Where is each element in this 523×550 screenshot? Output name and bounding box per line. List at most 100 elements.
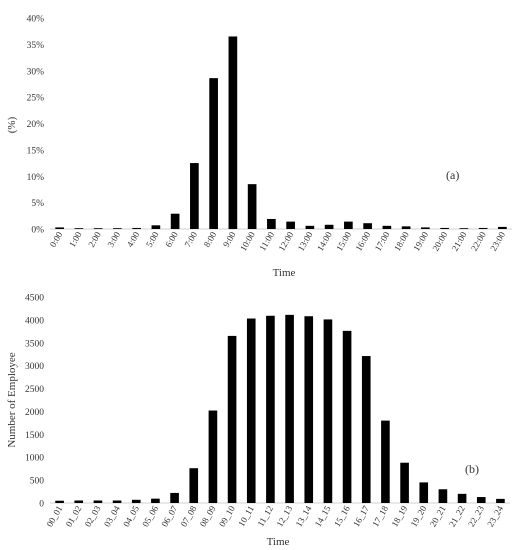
panel-a-bar bbox=[228, 36, 238, 230]
panel-a-x-tick-label: 8:00 bbox=[202, 230, 219, 249]
panel-a-x-tick-label: 3:00 bbox=[105, 230, 122, 249]
panel-a-bar bbox=[305, 225, 315, 229]
panel-b-bar bbox=[266, 315, 275, 503]
panel-a-label: (a) bbox=[446, 168, 459, 182]
panel-b-x-tick-label: 04_05 bbox=[121, 504, 141, 529]
panel-a-x-tick-label: 15:00 bbox=[334, 230, 353, 253]
panel-b-bar bbox=[476, 497, 486, 503]
panel-a-y-tick-label: 25% bbox=[27, 94, 45, 104]
panel-a-bar bbox=[170, 213, 180, 229]
panel-b-y-tick-label: 4500 bbox=[25, 294, 44, 304]
panel-a-y-tick-label: 30% bbox=[27, 67, 45, 77]
panel-b-bar bbox=[496, 498, 505, 503]
panel-b-bar bbox=[304, 316, 314, 503]
panel-b-bar bbox=[381, 420, 390, 503]
panel-b-x-tick-label: 23_24 bbox=[485, 504, 505, 529]
panel-b-x-tick-label: 13_14 bbox=[294, 504, 314, 529]
panel-a-bar bbox=[382, 225, 392, 229]
panel-b-bar bbox=[457, 493, 467, 503]
panel-a-bar bbox=[74, 228, 84, 229]
panel-a-bar bbox=[440, 227, 449, 229]
panel-b-bar bbox=[93, 500, 103, 503]
panel-b-y-tick-label: 1000 bbox=[25, 454, 44, 464]
panel-b-bar bbox=[131, 499, 141, 503]
panel-b-x-tick-label: 05_06 bbox=[140, 504, 160, 529]
panel-b-bar bbox=[189, 468, 199, 503]
panel-a-x-tick-label: 6:00 bbox=[163, 230, 180, 249]
panel-a-x-tick-label: 5:00 bbox=[144, 230, 161, 249]
panel-b-x-tick-label: 09_10 bbox=[217, 504, 237, 529]
panel-b-x-tick-label: 20_21 bbox=[428, 504, 448, 528]
panel-b-bar bbox=[170, 492, 179, 503]
panel-b-x-tick-label: 19_20 bbox=[409, 504, 429, 529]
panel-a-bar bbox=[209, 78, 218, 229]
panel-a-bar bbox=[190, 163, 199, 229]
panel-a-bar bbox=[459, 228, 469, 229]
panel-b-y-tick-label: 0 bbox=[39, 500, 44, 510]
panel-a-x-tick-label: 13:00 bbox=[296, 230, 315, 253]
panel-b-bar bbox=[285, 314, 294, 503]
panel-a-x-tick-label: 7:00 bbox=[182, 230, 199, 249]
panel-b-bar bbox=[323, 319, 333, 503]
panel-b-x-tick-label: 12_13 bbox=[274, 504, 294, 529]
panel-a-x-tick-label: 20:00 bbox=[430, 230, 449, 253]
panel-a-plot: 0% 5% 10% 15% 20% 25% 30% 35% 40% 0:00 1:00 2:00 3:0… bbox=[27, 15, 512, 253]
panel-b-ylabel: Number of Employee bbox=[6, 352, 18, 447]
panel-a-ylabel: (%) bbox=[6, 116, 18, 133]
panel-a-xlabel: Time bbox=[273, 267, 296, 279]
panel-a-x-tick-label: 19:00 bbox=[411, 230, 430, 253]
panel-b-plot: 0 500 1000 1500 2000 2500 3000 3500 4000 4500 00_0… bbox=[25, 294, 510, 529]
panel-b-x-tick-label: 15_16 bbox=[332, 504, 352, 529]
panel-a-bar bbox=[363, 223, 372, 229]
panel-a-bar bbox=[344, 221, 353, 229]
panel-b-x-tick-label: 01_02 bbox=[64, 504, 84, 528]
panel-b-label: (b) bbox=[465, 462, 479, 476]
panel-a-bar bbox=[151, 225, 161, 229]
panel-a-bar bbox=[113, 228, 122, 229]
panel-b-bar bbox=[438, 489, 448, 503]
panel-a-bar bbox=[421, 227, 430, 229]
panel-b-x-tick-label: 11_12 bbox=[255, 504, 275, 528]
panel-a-y-tick-label: 5% bbox=[31, 199, 44, 209]
panel-a-bar bbox=[55, 227, 64, 229]
panel-b-bar bbox=[246, 318, 256, 503]
panel-b-x-tick-label: 22_23 bbox=[466, 504, 486, 529]
panel-a-x-tick-label: 10:00 bbox=[238, 230, 257, 253]
panel-a-x-tick-label: 9:00 bbox=[221, 230, 238, 249]
panel-a-x-tick-label: 23:00 bbox=[488, 230, 507, 253]
panel-a-x-tick-label: 2:00 bbox=[86, 230, 103, 249]
panel-a-y-tick-label: 20% bbox=[27, 120, 45, 130]
panel-b-x-tick-label: 08_09 bbox=[198, 504, 218, 529]
panel-a-y-tick-label: 15% bbox=[27, 146, 45, 156]
panel-a-bar bbox=[478, 227, 488, 229]
panel-b-xlabel: Time bbox=[267, 536, 290, 548]
panel-a-x-tick-label: 21:00 bbox=[450, 230, 469, 253]
panel-b-y-tick-label: 3000 bbox=[25, 362, 44, 372]
panel-a-x-tick-label: 14:00 bbox=[315, 230, 334, 253]
panel-a-x-tick-label: 18:00 bbox=[392, 230, 411, 253]
panel-b-bar bbox=[151, 498, 160, 503]
panel-b-bar bbox=[400, 462, 409, 503]
panel-b-x-tick-label: 14_15 bbox=[313, 504, 333, 529]
panel-b-bar bbox=[361, 356, 371, 503]
panel-b-y-tick-label: 3500 bbox=[25, 339, 44, 349]
panel-b-bar bbox=[419, 482, 429, 503]
panel-b-x-tick-label: 00_01 bbox=[44, 504, 64, 528]
panel-a-bar bbox=[267, 218, 276, 229]
panel-a-bar bbox=[498, 226, 507, 229]
panel-b-bar bbox=[74, 500, 84, 503]
panel-b-x-tick-label: 17_18 bbox=[370, 504, 390, 529]
panel-b-x-tick-label: 10_11 bbox=[236, 504, 256, 528]
panel-a-x-tick-label: 16:00 bbox=[353, 230, 372, 253]
panel-b-bar bbox=[208, 410, 218, 503]
panel-a-bar bbox=[286, 221, 295, 229]
panel-b-y-tick-label: 2500 bbox=[25, 385, 44, 395]
panel-a-y-tick-label: 0% bbox=[31, 226, 44, 236]
panel-b-x-tick-label: 02_03 bbox=[83, 504, 103, 529]
panel-b-y-tick-label: 2000 bbox=[25, 408, 44, 418]
panel-a-bar bbox=[132, 227, 141, 229]
panel-b-x-tick-label: 16_17 bbox=[351, 504, 371, 529]
panel-a-y-tick-label: 10% bbox=[27, 173, 45, 183]
panel-a-y-tick-label: 35% bbox=[27, 41, 45, 51]
